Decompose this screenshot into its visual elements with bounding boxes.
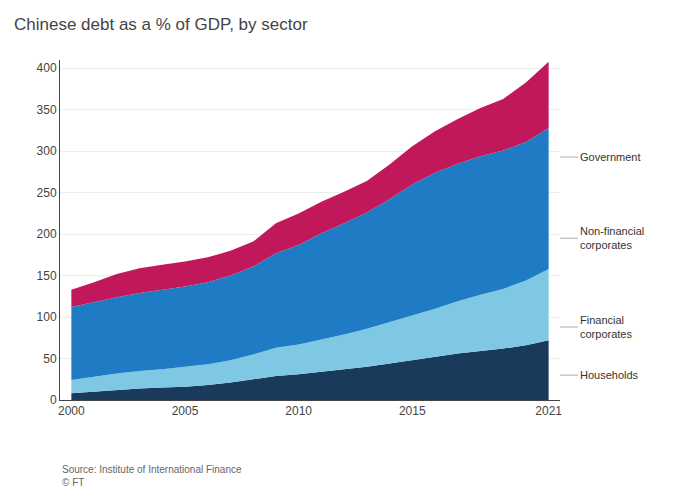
svg-text:100: 100 (37, 310, 57, 324)
svg-text:150: 150 (37, 269, 57, 283)
svg-text:Chinese debt as a % of GDP, by: Chinese debt as a % of GDP, by sector (14, 15, 308, 34)
svg-text:Non-financialcorporates: Non-financialcorporates (580, 225, 644, 251)
svg-text:2021: 2021 (535, 404, 562, 418)
svg-text:250: 250 (37, 186, 57, 200)
svg-text:0: 0 (50, 393, 57, 407)
svg-text:350: 350 (37, 103, 57, 117)
svg-text:Households: Households (580, 369, 639, 381)
svg-text:2015: 2015 (399, 404, 426, 418)
svg-text:200: 200 (37, 227, 57, 241)
svg-text:300: 300 (37, 144, 57, 158)
svg-text:Government: Government (580, 151, 641, 163)
svg-text:Financialcorporates: Financialcorporates (580, 314, 632, 340)
svg-text:2005: 2005 (172, 404, 199, 418)
svg-text:2000: 2000 (58, 404, 85, 418)
svg-text:2010: 2010 (285, 404, 312, 418)
svg-text:400: 400 (37, 61, 57, 75)
svg-text:Source: Institute of Internati: Source: Institute of International Finan… (62, 464, 242, 488)
svg-text:50: 50 (43, 352, 57, 366)
